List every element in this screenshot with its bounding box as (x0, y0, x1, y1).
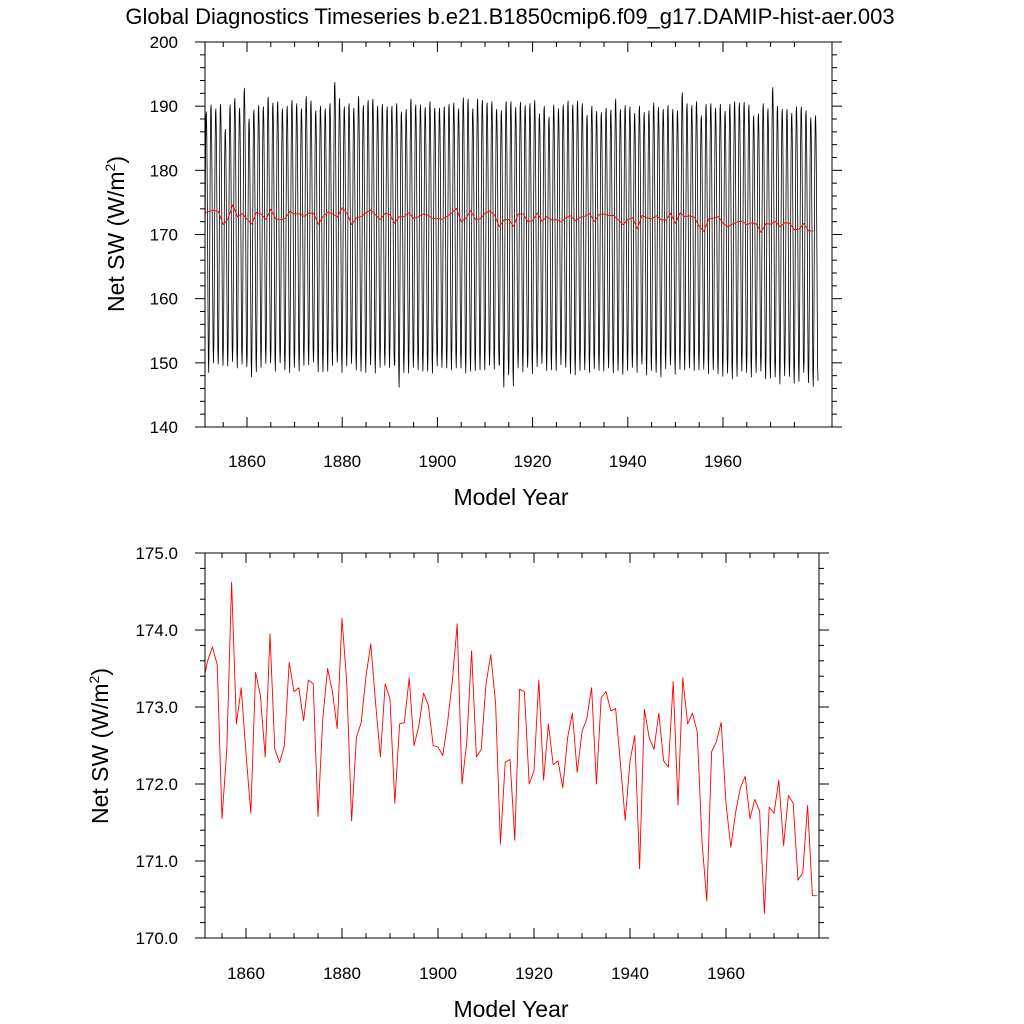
y-tick-label: 170.0 (135, 929, 178, 948)
x-tick-label: 1960 (707, 964, 745, 983)
bottom-y-axis-title: Net SW (W/m2) (86, 668, 113, 824)
bottom-plot-lines (205, 581, 818, 914)
x-tick-label: 1940 (611, 964, 649, 983)
y-tick-label: 170 (150, 226, 178, 245)
x-tick-label: 1900 (419, 964, 457, 983)
y-tick-label: 200 (150, 33, 178, 52)
x-tick-label: 1900 (418, 452, 456, 471)
x-tick-label: 1880 (323, 452, 361, 471)
y-tick-label: 160 (150, 290, 178, 309)
y-tick-label: 171.0 (135, 852, 178, 871)
x-tick-label: 1940 (609, 452, 647, 471)
top-y-axis-title-close: ) (103, 156, 129, 164)
top-y-axis-title: Net SW (W/m2) (102, 156, 129, 312)
y-tick-label: 174.0 (135, 621, 178, 640)
bottom-y-axis-title-sup: 2 (86, 675, 102, 683)
y-tick-label: 173.0 (135, 698, 178, 717)
y-tick-label: 140 (150, 418, 178, 437)
top-ticks (195, 41, 842, 428)
figure-title: Global Diagnostics Timeseries b.e21.B185… (125, 4, 894, 29)
panel-0-series-0-line (205, 82, 819, 388)
y-tick-label: 150 (150, 354, 178, 373)
x-tick-label: 1880 (323, 964, 361, 983)
panel-0-series-1-line (205, 204, 814, 233)
top-plot-lines (205, 82, 819, 388)
bottom-ticks (195, 552, 829, 939)
y-tick-label: 190 (150, 97, 178, 116)
bottom-panel: 1860 1880 1900 1920 1940 1960 170.0 171.0 172.0 1… (86, 544, 829, 1022)
x-tick-label: 1860 (227, 964, 265, 983)
bottom-x-axis-title: Model Year (453, 996, 568, 1022)
y-tick-label: 172.0 (135, 775, 178, 794)
panel-1-series-0-line (205, 581, 818, 914)
x-tick-label: 1960 (704, 452, 742, 471)
top-panel: 1860 1880 1900 1920 1940 1960 140 150 160 170 180 1… (102, 33, 842, 510)
top-y-axis-title-sup: 2 (102, 163, 118, 171)
x-tick-label: 1920 (515, 964, 553, 983)
bottom-y-axis-title-close: ) (87, 668, 113, 676)
top-y-axis-title-main: Net SW (W/m (103, 171, 129, 312)
bottom-y-axis-title-main: Net SW (W/m (87, 683, 113, 824)
bottom-plot-frame (204, 552, 820, 939)
y-tick-label: 175.0 (135, 544, 178, 563)
y-tick-label: 180 (150, 161, 178, 180)
x-tick-label: 1860 (228, 452, 266, 471)
top-tick-labels: 1860 1880 1900 1920 1940 1960 140 150 160 170 180 1… (150, 33, 742, 471)
bottom-tick-labels: 1860 1880 1900 1920 1940 1960 170.0 171.0 172.0 1… (135, 544, 744, 983)
x-tick-label: 1920 (514, 452, 552, 471)
top-x-axis-title: Model Year (453, 484, 568, 510)
